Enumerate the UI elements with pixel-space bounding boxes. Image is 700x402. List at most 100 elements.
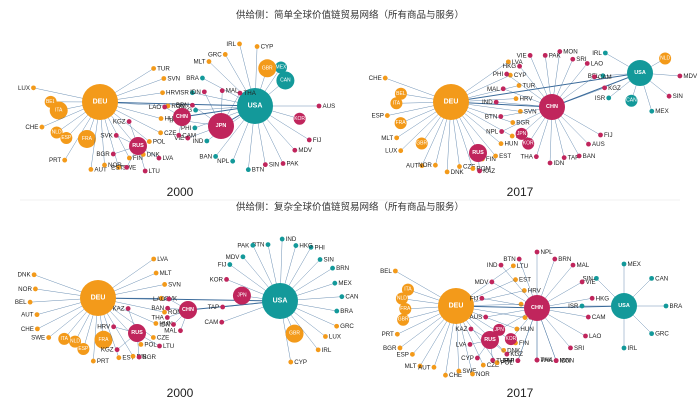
node-svn: [518, 301, 524, 307]
node-label: AUS: [592, 141, 605, 148]
node-che: [35, 326, 40, 332]
node-label: VIE: [517, 52, 527, 59]
node-nld: [69, 335, 82, 348]
node-label: LTU: [517, 263, 528, 270]
node-label: PHI: [315, 244, 326, 251]
hub-label: USA: [618, 303, 630, 309]
node-hkg: [193, 107, 199, 113]
node-label: BTN: [252, 242, 264, 249]
node-fin: [126, 155, 132, 161]
node-mex: [621, 261, 627, 267]
node-label: SIN: [673, 93, 683, 100]
node-label: HKG: [503, 63, 517, 70]
node-hrv: [513, 96, 519, 102]
node-label: BAN: [151, 305, 164, 312]
node-label: NPL: [486, 129, 499, 136]
node-label: EST: [519, 277, 531, 284]
node-ban: [576, 153, 582, 159]
node-label: NPL: [541, 249, 554, 256]
node-label: SVN: [524, 108, 537, 115]
node-est: [116, 355, 122, 361]
node-label: MLT: [381, 135, 393, 142]
node-btn: [245, 167, 251, 173]
node-label: HUN: [165, 116, 178, 123]
node-esp: [60, 132, 73, 145]
node-vie: [579, 279, 585, 285]
node-hun: [498, 141, 504, 147]
node-label: NOR: [108, 162, 122, 169]
node-hrv: [111, 324, 117, 330]
node-isr: [579, 303, 585, 309]
node-aus: [586, 141, 591, 147]
node-label: KGZ: [510, 351, 523, 358]
node-jpn: [515, 127, 528, 140]
node-est: [124, 164, 130, 170]
node-label: BRA: [186, 75, 200, 82]
node-lao: [583, 333, 588, 339]
node-label: PAK: [549, 52, 562, 59]
node-vie: [527, 53, 533, 58]
node-label: MLT: [194, 59, 206, 66]
year-label: 2017: [507, 185, 534, 199]
node-label: HUN: [520, 326, 533, 333]
node-label: BTN: [485, 113, 497, 120]
node-label: ITA: [393, 100, 401, 106]
node-label: CAN: [626, 98, 637, 104]
node-label: NOR: [18, 286, 32, 293]
node-label: FIJ: [218, 262, 227, 269]
node-label: NLD: [52, 130, 62, 136]
node-isr: [189, 90, 195, 96]
year-label: 2000: [167, 386, 194, 400]
title-bottom: 供给侧：复杂全球价值链贸易网络（所有商品与服务）: [236, 201, 464, 213]
node-label: NLD: [660, 55, 670, 61]
node-vie: [185, 135, 191, 141]
node-gbr: [258, 59, 277, 78]
node-label: CZE: [157, 334, 169, 341]
node-irl: [315, 347, 321, 353]
node-label: GRC: [655, 331, 669, 338]
node-label: NPL: [217, 158, 230, 165]
node-label: PHI: [493, 71, 504, 78]
node-nld: [395, 292, 408, 305]
node-label: MON: [563, 49, 577, 56]
node-fra: [77, 129, 96, 148]
node-kgz: [602, 85, 608, 91]
node-label: ROM: [171, 103, 185, 110]
node-bel: [600, 73, 606, 79]
node-label: SRI: [574, 345, 585, 352]
node-tha: [534, 357, 540, 363]
node-label: THA: [541, 357, 554, 364]
node-nor: [102, 162, 107, 168]
node-label: VIE: [174, 135, 184, 142]
node-label: AUS: [323, 103, 336, 110]
node-label: CAM: [204, 319, 218, 326]
node-label: DNK: [507, 347, 521, 354]
node-label: POL: [153, 139, 166, 146]
node-tha: [164, 315, 170, 320]
node-bgr: [110, 151, 116, 157]
hub-label: JPN: [216, 123, 227, 129]
node-label: KAZ: [113, 306, 125, 313]
node-label: TUR: [523, 82, 536, 89]
node-label: CHE: [369, 75, 382, 82]
node-idn: [553, 358, 559, 364]
node-tha: [237, 90, 243, 96]
node-kaz: [125, 306, 131, 311]
node-label: LUX: [18, 85, 30, 92]
node-esp: [384, 113, 390, 118]
node-label: ESP: [397, 351, 409, 358]
node-pol: [494, 360, 500, 366]
node-label: MDV: [298, 147, 313, 154]
node-label: FIJ: [470, 295, 479, 302]
node-cyp: [254, 44, 260, 49]
node-irl: [621, 345, 627, 351]
node-bel: [392, 268, 398, 274]
node-label: MEX: [628, 261, 641, 268]
node-label: LUX: [329, 333, 341, 340]
node-nor: [33, 286, 38, 292]
node-label: ITA: [55, 107, 63, 113]
node-cze: [457, 164, 462, 169]
node-label: FIN: [137, 353, 147, 360]
node-label: HKG: [596, 295, 610, 302]
hub-label: DEU: [91, 295, 106, 302]
